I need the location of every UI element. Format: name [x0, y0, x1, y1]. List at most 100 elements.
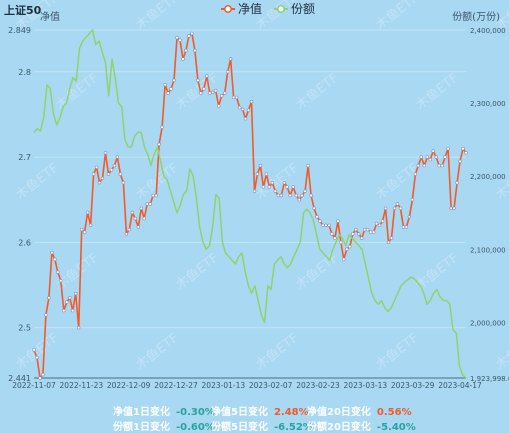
data-point[interactable] [336, 219, 340, 223]
data-point[interactable] [369, 230, 373, 234]
data-point[interactable] [223, 91, 227, 95]
data-point[interactable] [178, 38, 182, 42]
data-point[interactable] [458, 159, 462, 164]
data-point[interactable] [419, 155, 423, 159]
data-point[interactable] [416, 163, 420, 168]
data-point[interactable] [333, 236, 337, 240]
data-point[interactable] [327, 223, 331, 228]
data-point[interactable] [339, 240, 343, 245]
data-point[interactable] [47, 296, 51, 300]
data-point[interactable] [354, 227, 358, 232]
data-point[interactable] [103, 151, 108, 155]
data-point[interactable] [348, 244, 352, 249]
data-point[interactable] [142, 216, 146, 221]
data-point[interactable] [73, 291, 78, 296]
data-point[interactable] [318, 219, 322, 223]
data-point[interactable] [59, 279, 63, 283]
data-point[interactable] [243, 116, 248, 121]
data-point[interactable] [118, 172, 123, 176]
legend[interactable]: 净值 份额 [221, 1, 315, 16]
data-point[interactable] [130, 210, 135, 215]
data-point[interactable] [205, 74, 209, 78]
data-point[interactable] [91, 172, 96, 176]
data-point[interactable] [330, 232, 334, 236]
data-point[interactable] [124, 232, 129, 236]
data-point[interactable] [76, 326, 81, 330]
data-point[interactable] [190, 31, 194, 36]
data-point[interactable] [115, 155, 120, 159]
data-point[interactable] [389, 236, 394, 240]
data-point[interactable] [53, 257, 57, 262]
data-point[interactable] [136, 225, 141, 229]
data-point[interactable] [79, 227, 84, 232]
data-point[interactable] [303, 189, 307, 193]
data-point[interactable] [217, 104, 221, 108]
data-point[interactable] [133, 216, 138, 221]
data-point[interactable] [154, 193, 158, 198]
data-point[interactable] [148, 202, 152, 206]
data-point[interactable] [258, 163, 263, 168]
data-point[interactable] [279, 193, 283, 198]
data-point[interactable] [97, 181, 102, 185]
data-point[interactable] [270, 181, 274, 185]
legend-item-shares[interactable]: 份额 [274, 2, 315, 16]
data-point[interactable] [363, 227, 367, 232]
data-point[interactable] [380, 219, 385, 223]
data-point[interactable] [249, 99, 254, 104]
data-point[interactable] [163, 82, 167, 87]
data-point[interactable] [193, 48, 197, 53]
data-point[interactable] [386, 240, 391, 245]
data-point[interactable] [351, 232, 355, 236]
data-point[interactable] [160, 125, 164, 129]
data-point[interactable] [437, 163, 441, 168]
data-point[interactable] [306, 163, 310, 168]
data-point[interactable] [407, 215, 412, 219]
data-point[interactable] [443, 155, 447, 159]
data-point[interactable] [240, 107, 245, 112]
data-point[interactable] [252, 189, 257, 193]
data-point[interactable] [88, 223, 93, 228]
data-point[interactable] [395, 202, 400, 206]
data-point[interactable] [294, 193, 298, 198]
data-point[interactable] [85, 210, 90, 215]
data-point[interactable] [312, 206, 316, 211]
data-point[interactable] [264, 172, 269, 176]
data-point[interactable] [211, 90, 215, 95]
data-point[interactable] [455, 181, 459, 185]
data-point[interactable] [44, 313, 48, 317]
data-point[interactable] [121, 181, 126, 185]
data-point[interactable] [145, 202, 149, 206]
data-point[interactable] [345, 247, 349, 251]
data-point[interactable] [461, 146, 465, 151]
data-point[interactable] [151, 193, 155, 198]
data-point[interactable] [267, 185, 272, 189]
data-point[interactable] [276, 193, 280, 198]
data-point[interactable] [62, 308, 66, 313]
data-point[interactable] [94, 165, 99, 170]
data-point[interactable] [392, 206, 397, 211]
data-point[interactable] [273, 189, 277, 193]
data-point[interactable] [297, 198, 301, 202]
data-point[interactable] [446, 146, 450, 151]
data-point[interactable] [285, 185, 289, 189]
data-point[interactable] [261, 185, 266, 189]
data-point[interactable] [291, 185, 295, 189]
data-point[interactable] [139, 206, 144, 211]
data-point[interactable] [321, 223, 325, 228]
data-point[interactable] [199, 91, 203, 95]
data-point[interactable] [231, 95, 236, 100]
data-point[interactable] [357, 232, 361, 236]
data-point[interactable] [413, 172, 418, 176]
data-point[interactable] [208, 91, 212, 95]
data-point[interactable] [127, 227, 132, 232]
data-point[interactable] [214, 88, 218, 93]
data-point[interactable] [56, 270, 60, 274]
data-point[interactable] [401, 225, 406, 229]
data-point[interactable] [187, 34, 191, 38]
legend-item-net-value[interactable]: 净值 [221, 1, 262, 16]
data-point[interactable] [398, 206, 403, 211]
data-point[interactable] [360, 236, 364, 240]
data-point[interactable] [237, 105, 242, 110]
data-point[interactable] [288, 193, 292, 198]
data-point[interactable] [324, 223, 328, 228]
